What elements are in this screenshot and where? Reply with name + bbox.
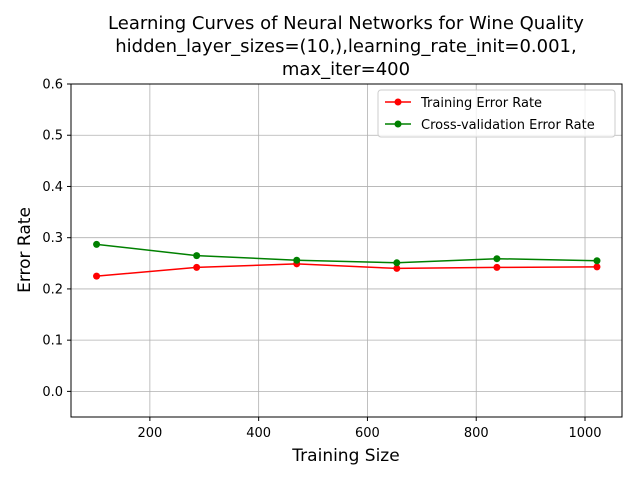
y-tick-label: 0.4 [42,180,63,195]
chart-title: Learning Curves of Neural Networks for W… [108,13,584,80]
y-tick-label: 0.0 [42,385,63,400]
series-line [96,263,597,277]
legend: Training Error Rate Cross-validation Err… [377,89,616,138]
data-point [193,252,201,260]
data-point [193,263,201,271]
legend-label-training: Training Error Rate [420,96,542,111]
x-tick-label: 600 [355,426,380,441]
y-tick-label: 0.1 [42,334,63,349]
data-point [493,263,501,271]
y-axis-label: Error Rate [15,207,35,293]
x-tick-label: 1000 [568,426,601,441]
x-tick-label: 400 [246,426,271,441]
chart-title-line-2: hidden_layer_sizes=(10,),learning_rate_i… [115,36,576,57]
x-axis-ticks: 200 400 600 800 1000 [137,417,602,441]
x-tick-label: 800 [464,426,489,441]
data-point [593,257,601,265]
data-point [393,259,401,267]
y-tick-label: 0.6 [42,78,63,93]
series-line [96,243,597,264]
data-point [493,255,501,263]
data-point [293,256,301,264]
chart-title-line-1: Learning Curves of Neural Networks for W… [108,13,584,34]
legend-entry-training: Training Error Rate [385,96,542,111]
x-tick-label: 200 [137,426,162,441]
y-axis-ticks: 0.0 0.1 0.2 0.3 0.4 0.5 0.6 [42,78,71,400]
plot-frame [70,83,623,418]
series-layer [93,240,601,280]
series-cross-validation [93,240,601,267]
x-axis-label: Training Size [291,446,399,466]
chart-title-line-3: max_iter=400 [282,59,410,80]
y-tick-label: 0.3 [42,231,63,246]
legend-entry-cross-validation: Cross-validation Error Rate [385,118,595,133]
legend-box [377,89,616,138]
series-training [93,260,601,280]
data-point [393,264,401,272]
data-point [593,263,601,271]
y-tick-label: 0.2 [42,282,63,297]
y-tick-label: 0.5 [42,129,63,144]
data-point [93,240,101,248]
legend-swatch-marker-cross-validation [394,120,402,128]
legend-swatch-marker-training [394,98,402,106]
data-point [93,272,101,280]
legend-label-cross-validation: Cross-validation Error Rate [421,118,595,133]
